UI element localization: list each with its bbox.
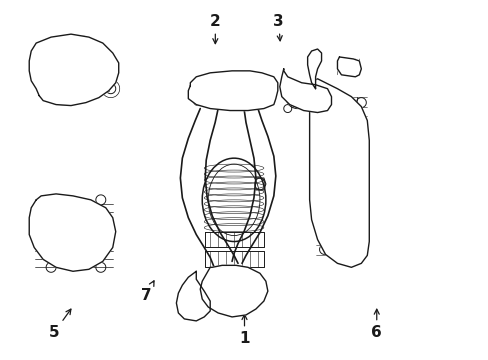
Polygon shape [279,69,331,113]
Polygon shape [307,49,321,89]
Text: 6: 6 [370,309,381,341]
Polygon shape [29,194,116,271]
Text: 4: 4 [48,65,69,80]
Text: 1: 1 [239,315,249,346]
Text: 3: 3 [273,14,283,41]
Polygon shape [337,57,361,77]
Polygon shape [176,271,210,321]
Text: 2: 2 [209,14,220,44]
Text: 5: 5 [48,309,71,341]
Text: 7: 7 [141,281,154,302]
Polygon shape [200,265,267,317]
Polygon shape [309,79,368,267]
Polygon shape [29,34,119,105]
Polygon shape [188,71,277,111]
